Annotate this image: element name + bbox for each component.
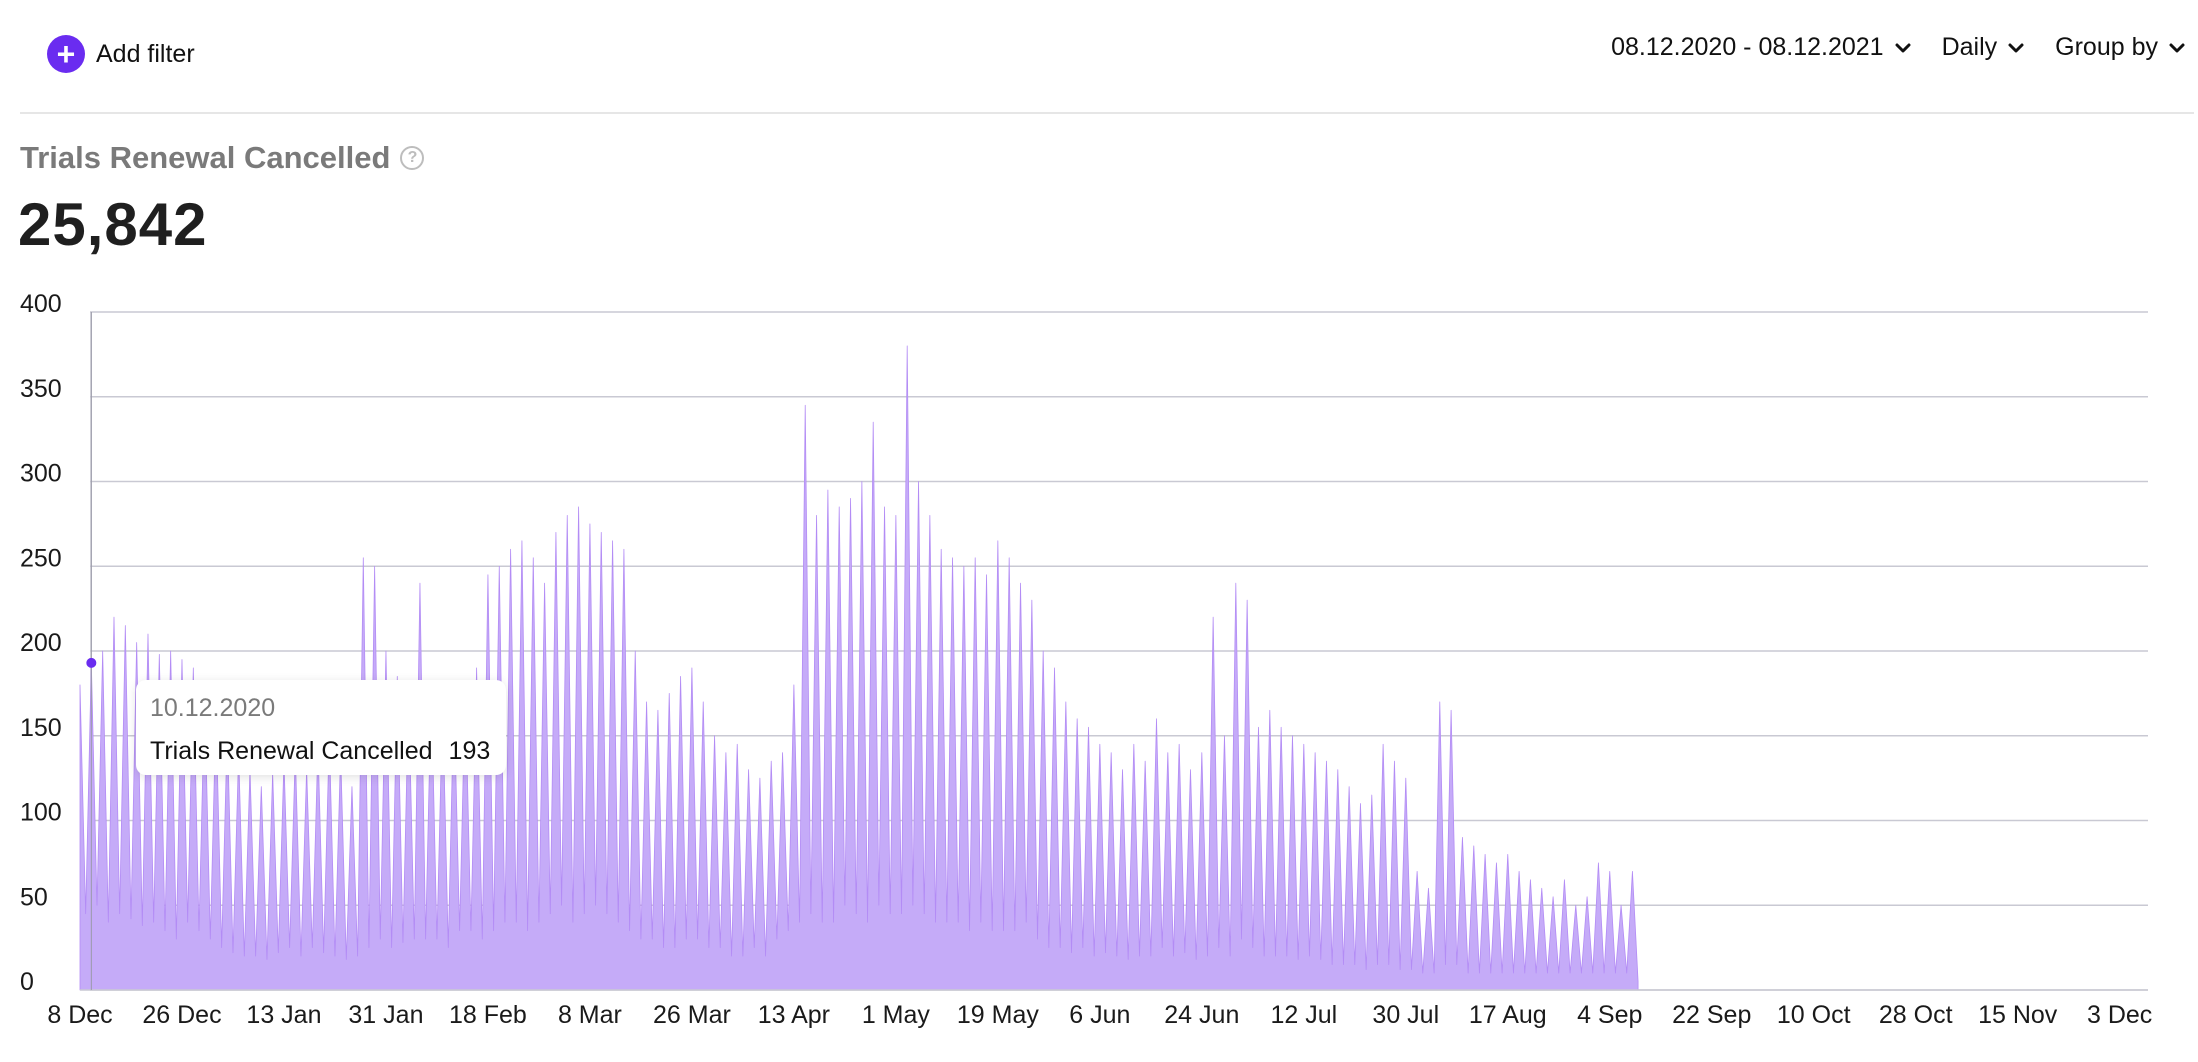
x-tick-label: 19 May [957,1001,1039,1029]
x-tick-label: 1 May [862,1001,931,1029]
tooltip-row: Trials Renewal Cancelled 193 [150,737,492,766]
help-icon[interactable]: ? [400,146,425,170]
toolbar: + Add filter 08.12.2020 - 08.12.2021 Dai… [20,0,2194,114]
x-tick-label: 13 Apr [758,1001,830,1029]
date-range-dropdown[interactable]: 08.12.2020 - 08.12.2021 [1611,33,1911,62]
x-tick-label: 31 Jan [348,1001,423,1029]
y-tick-label: 400 [20,290,62,318]
y-tick-label: 0 [20,968,34,996]
interval-dropdown[interactable]: Daily [1942,33,2026,62]
x-tick-label: 12 Jul [1270,1001,1337,1029]
chevron-down-icon [2008,43,2024,52]
x-tick-label: 18 Feb [449,1001,527,1029]
x-tick-label: 3 Dec [2087,1001,2152,1029]
x-tick-label: 17 Aug [1469,1001,1547,1029]
x-tick-label: 30 Jul [1372,1001,1439,1029]
tooltip-series-name: Trials Renewal Cancelled [150,737,433,765]
y-tick-label: 200 [20,629,62,657]
metric-total: 25,842 [18,191,208,258]
y-tick-label: 350 [20,375,62,403]
hover-point [86,657,97,668]
chevron-down-icon [1895,43,1911,52]
tooltip-value: 193 [448,737,491,765]
y-tick-label: 150 [20,714,62,742]
y-tick-label: 250 [20,544,62,572]
x-tick-label: 8 Mar [558,1001,622,1029]
y-tick-label: 50 [20,883,48,911]
x-tick-label: 4 Sep [1577,1001,1642,1029]
y-tick-label: 100 [20,799,62,827]
group-by-dropdown[interactable]: Group by [2055,33,2186,62]
plus-circle-icon: + [47,35,85,73]
x-tick-label: 26 Mar [653,1001,731,1029]
x-tick-label: 22 Sep [1672,1001,1751,1029]
group-by-label: Group by [2055,33,2158,61]
x-tick-label: 26 Dec [142,1001,221,1029]
date-range-label: 08.12.2020 - 08.12.2021 [1611,33,1884,61]
x-tick-label: 24 Jun [1164,1001,1239,1029]
x-tick-label: 8 Dec [47,1001,112,1029]
metric-title-text: Trials Renewal Cancelled [20,140,391,175]
x-tick-label: 13 Jan [246,1001,321,1029]
x-tick-label: 10 Oct [1777,1001,1851,1029]
tooltip-date: 10.12.2020 [150,694,276,722]
x-tick-label: 15 Nov [1978,1001,2058,1029]
metric-title: Trials Renewal Cancelled ? [20,140,425,176]
x-tick-label: 28 Oct [1879,1001,1953,1029]
interval-label: Daily [1941,33,1998,61]
x-tick-label: 6 Jun [1069,1001,1130,1029]
toolbar-controls: 08.12.2020 - 08.12.2021 Daily Group by [1581,33,2186,62]
y-tick-label: 300 [20,460,62,488]
chart-tooltip: 10.12.2020 Trials Renewal Cancelled 193 [136,680,506,775]
add-filter-button[interactable]: + Add filter [47,35,195,73]
add-filter-label: Add filter [96,39,195,68]
chevron-down-icon [2169,43,2185,52]
series-area [79,345,1639,991]
